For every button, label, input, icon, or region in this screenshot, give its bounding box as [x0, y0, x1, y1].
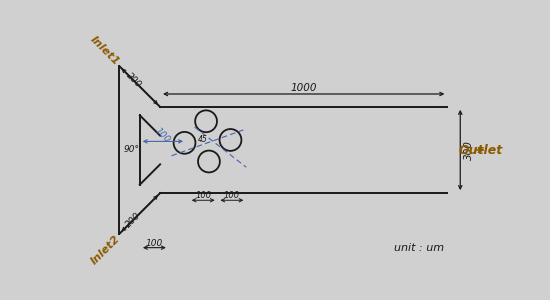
Text: 100: 100 — [224, 191, 240, 200]
Text: 100: 100 — [146, 239, 163, 248]
Text: 100: 100 — [153, 126, 172, 145]
Text: 100: 100 — [195, 191, 211, 200]
Text: 1000: 1000 — [290, 83, 317, 93]
Text: 200: 200 — [124, 210, 143, 229]
Text: Inlet1: Inlet1 — [89, 34, 122, 67]
Text: unit : um: unit : um — [394, 243, 444, 253]
Text: Inlet2: Inlet2 — [89, 233, 122, 266]
Text: Outlet: Outlet — [459, 143, 503, 157]
Text: 200: 200 — [124, 71, 143, 90]
Text: 300: 300 — [464, 140, 474, 160]
Text: 90°: 90° — [123, 146, 139, 154]
Text: 45: 45 — [199, 135, 208, 144]
